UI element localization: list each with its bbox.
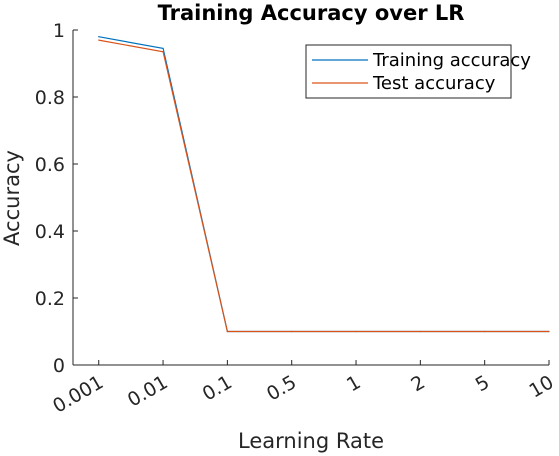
- data-point: [548, 330, 550, 333]
- y-tick-label: 1: [53, 20, 65, 42]
- data-point: [226, 330, 228, 333]
- data-point: [419, 330, 421, 333]
- legend-entry: Training accuracy: [372, 50, 531, 71]
- x-axis-label: Learning Rate: [238, 429, 384, 453]
- chart-title: Training Accuracy over LR: [158, 1, 465, 25]
- x-tick-label: 0.001: [49, 371, 107, 417]
- series-line-test: [98, 39, 549, 333]
- data-point: [484, 330, 486, 333]
- y-tick-label: 0.4: [35, 221, 65, 243]
- legend-entry: Test accuracy: [372, 73, 496, 94]
- y-axis-ticks: 0 0.2 0.4 0.6 0.8 1: [35, 20, 78, 377]
- x-tick-label: 1: [343, 371, 364, 396]
- y-tick-label: 0.6: [35, 154, 65, 176]
- x-tick-label: 0.5: [263, 371, 300, 405]
- x-tick-label: 5: [472, 371, 493, 396]
- y-tick-label: 0.8: [35, 87, 65, 109]
- legend-box: [305, 44, 512, 99]
- y-axis-label: Accuracy: [0, 150, 24, 246]
- x-tick-label: 10: [526, 371, 558, 402]
- series-layer: [98, 36, 550, 333]
- y-tick-label: 0.2: [35, 288, 65, 310]
- data-point: [291, 330, 293, 333]
- x-tick-label: 2: [407, 371, 428, 396]
- data-point: [162, 51, 164, 53]
- x-tick-label: 0.1: [199, 371, 236, 405]
- data-point: [162, 47, 164, 50]
- y-tick-label: 0: [53, 355, 65, 377]
- data-point: [355, 330, 357, 333]
- data-point: [98, 39, 100, 41]
- data-point: [98, 36, 100, 38]
- x-tick-label: 0.01: [124, 371, 172, 411]
- x-axis-ticks: 0.001 0.01 0.1 0.5 1 2 5 10: [49, 360, 558, 418]
